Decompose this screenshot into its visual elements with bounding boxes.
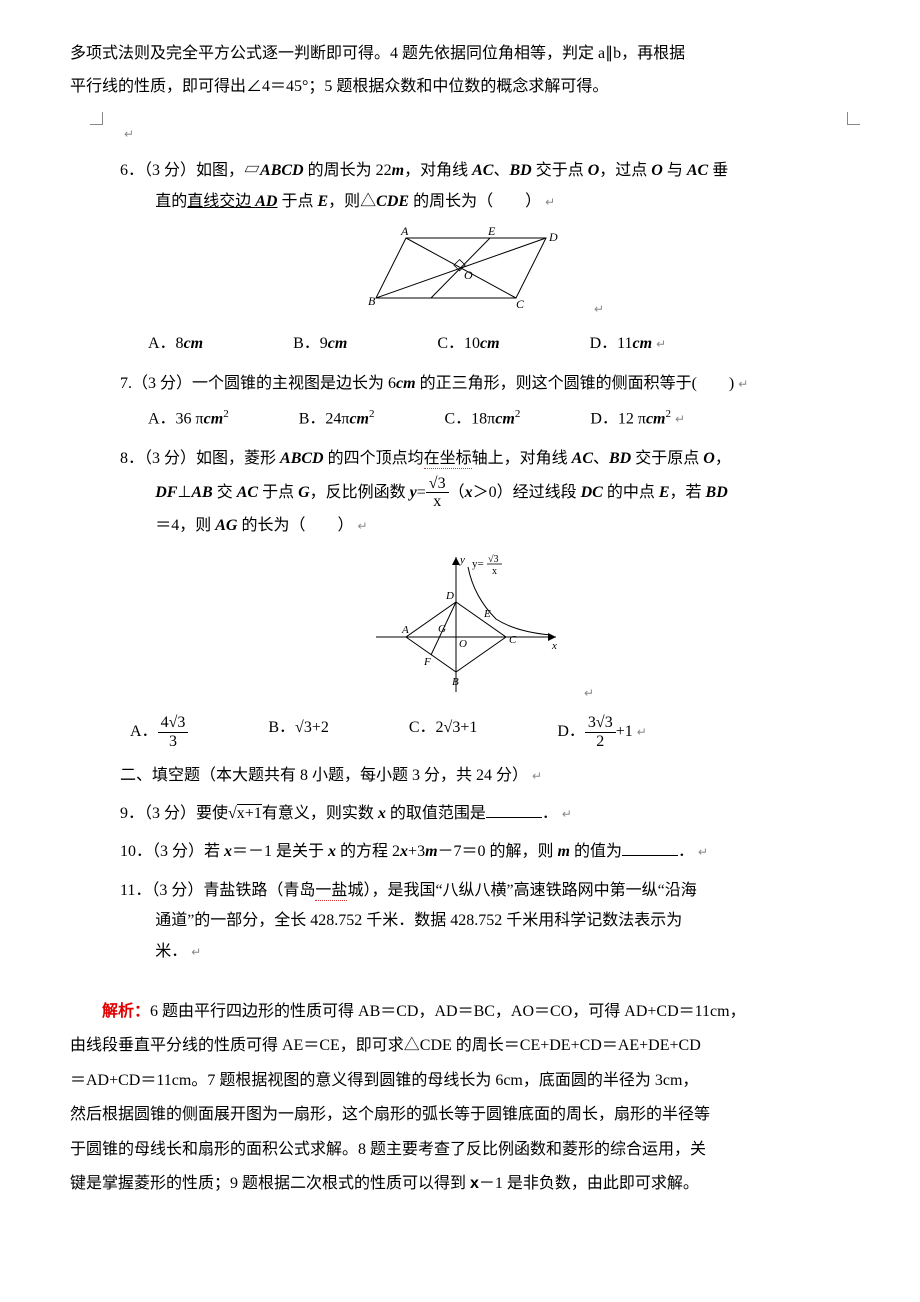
section-2-title: 二、填空题（本大题共有 8 小题，每小题 3 分，共 24 分）↵: [120, 762, 830, 791]
q8-line2: DF⊥AB 交 AC 于点 G，反比例函数 y=√3x（x＞0）经过线段 DC …: [120, 475, 830, 511]
crop-mark-tl: [90, 112, 103, 125]
q8-line3: ＝4，则 AG 的长为（ ）↵: [120, 511, 830, 541]
q8-choice-B: B．√3+2: [268, 714, 329, 750]
svg-text:B: B: [452, 676, 459, 688]
intro-line-1: 多项式法则及完全平方公式逐一判断即可得。4 题先依据同位角相等，判定 a∥b，再…: [70, 40, 850, 69]
q6-label-A: A: [400, 224, 409, 238]
q7-choice-B: B．24πcm2: [299, 405, 375, 434]
return-mark: ↵: [124, 127, 134, 141]
q8-choice-D: D．3√32+1↵: [557, 714, 646, 750]
svg-text:√3: √3: [488, 554, 499, 565]
svg-text:O: O: [459, 638, 467, 650]
analysis-p2: 由线段垂直平分线的性质可得 AE＝CE，即可求△CDE 的周长＝CE+DE+CD…: [70, 1031, 850, 1061]
questions-block: ↵ 6．（3 分）如图，▱ABCD 的周长为 22m，对角线 AC、BD 交于点…: [120, 120, 830, 967]
analysis-p6: 键是掌握菱形的性质；9 题根据二次根式的性质可以得到 x－1 是非负数，由此即可…: [70, 1169, 850, 1199]
svg-text:D: D: [445, 590, 454, 602]
svg-text:G: G: [438, 623, 446, 635]
q11-line3: 米．↵: [120, 937, 830, 967]
question-8: 8．（3 分）如图，菱形 ABCD 的四个顶点均在坐标轴上，对角线 AC、BD …: [120, 444, 830, 541]
q6-label-B: B: [368, 294, 376, 308]
document-page: 多项式法则及完全平方公式逐一判断即可得。4 题先依据同位角相等，判定 a∥b，再…: [0, 0, 920, 1302]
q6-figure: A E D B C O ↵: [120, 223, 830, 324]
svg-text:y=: y=: [472, 558, 484, 570]
analysis-p5: 于圆锥的母线长和扇形的面积公式求解。8 题主要考查了反比例函数和菱形的综合运用，…: [70, 1135, 850, 1165]
question-11: 11．（3 分）青盐铁路（青岛一盐城），是我国“八纵八横”高速铁路网中第一纵“沿…: [120, 876, 830, 967]
q7-choice-C: C．18πcm2: [445, 405, 521, 434]
parallelogram-diagram: A E D B C O: [346, 223, 586, 313]
q8-choice-A: A．4√33: [130, 714, 188, 750]
q6-line2: 直的直线交边 AD 于点 E，则△CDE 的周长为（ ）↵: [120, 187, 830, 217]
q8-choice-C: C．2√3+1: [409, 714, 478, 750]
q6-text: 6．（3 分）如图，▱ABCD 的周长为 22m，对角线 AC、BD 交于点 O…: [120, 162, 728, 179]
crop-mark-tr: [847, 112, 860, 125]
q6-choice-D: D．11cm↵: [590, 330, 667, 359]
q6-choice-B: B．9cm: [293, 330, 347, 359]
q6-label-C: C: [516, 297, 525, 311]
q7-choices: A．36 πcm2 B．24πcm2 C．18πcm2 D．12 πcm2↵: [148, 405, 830, 434]
analysis-block: 解析：6 题由平行四边形的性质可得 AB＝CD，AD＝BC，AO＝CO，可得 A…: [70, 997, 850, 1199]
svg-text:F: F: [423, 656, 431, 668]
q6-label-O: O: [464, 268, 473, 282]
q6-choices: A．8cm B．9cm C．10cm D．11cm↵: [148, 330, 830, 359]
q7-choice-A: A．36 πcm2: [148, 405, 229, 434]
q6-choice-C: C．10cm: [437, 330, 499, 359]
question-9: 9．（3 分）要使√x+1有意义，则实数 x 的取值范围是．↵: [120, 799, 830, 829]
q6-choice-A: A．8cm: [148, 330, 203, 359]
svg-text:x: x: [551, 640, 557, 652]
q7-choice-D: D．12 πcm2↵: [590, 405, 685, 434]
question-6: 6．（3 分）如图，▱ABCD 的周长为 22m，对角线 AC、BD 交于点 O…: [120, 156, 830, 217]
q6-label-D: D: [548, 230, 558, 244]
q6-label-E: E: [487, 224, 496, 238]
svg-text:x: x: [492, 566, 497, 577]
q11-line2: 通道”的一部分，全长 428.752 千米．数据 428.752 千米用科学记数…: [120, 906, 830, 936]
analysis-p1: 解析：6 题由平行四边形的性质可得 AB＝CD，AD＝BC，AO＝CO，可得 A…: [70, 997, 850, 1027]
question-10: 10．（3 分）若 x＝－1 是关于 x 的方程 2x+3m－7＝0 的解，则 …: [120, 837, 830, 867]
svg-text:E: E: [483, 608, 491, 620]
rhombus-diagram: A C D B O G F E x y y= √3 x: [356, 547, 576, 697]
question-7: 7.（3 分）一个圆锥的主视图是边长为 6cm 的正三角形，则这个圆锥的侧面积等…: [120, 369, 830, 399]
q8-figure: A C D B O G F E x y y= √3 x ↵: [120, 547, 830, 708]
svg-text:y: y: [459, 554, 465, 566]
intro-line-2: 平行线的性质，即可得出∠4＝45°；5 题根据众数和中位数的概念求解可得。: [70, 73, 850, 102]
analysis-p3: ＝AD+CD＝11cm。7 题根据视图的意义得到圆锥的母线长为 6cm，底面圆的…: [70, 1066, 850, 1096]
analysis-p4: 然后根据圆锥的侧面展开图为一扇形，这个扇形的弧长等于圆锥底面的周长，扇形的半径等: [70, 1100, 850, 1130]
svg-text:C: C: [509, 634, 517, 646]
q8-choices: A．4√33 B．√3+2 C．2√3+1 D．3√32+1↵: [130, 714, 830, 750]
svg-text:A: A: [401, 624, 409, 636]
